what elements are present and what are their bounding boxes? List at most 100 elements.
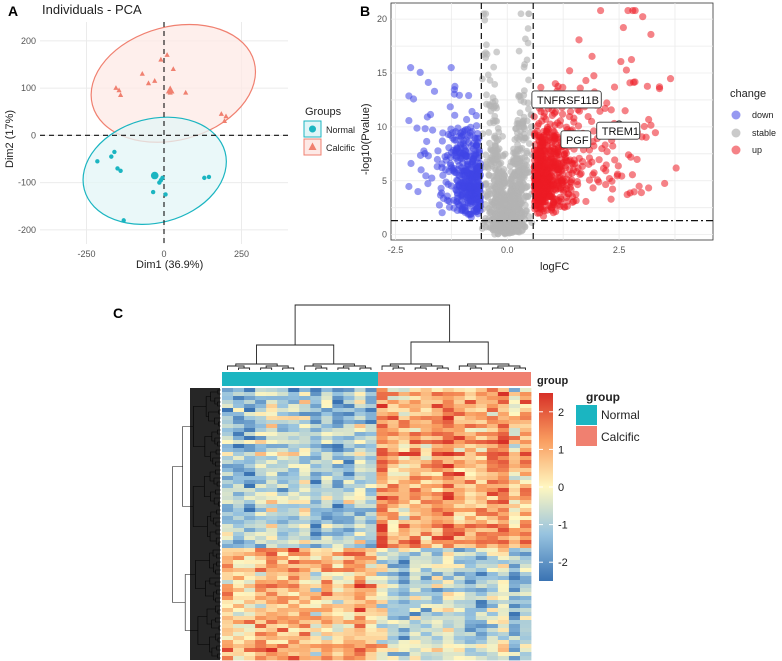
heatmap-cell <box>321 632 333 637</box>
heatmap-cell <box>321 500 333 505</box>
heatmap-cell <box>321 576 333 581</box>
heatmap-cell <box>288 420 300 425</box>
heatmap-cell <box>420 504 433 509</box>
volcano-point-down <box>469 154 477 163</box>
volcano-point-down <box>455 171 463 179</box>
heatmap-cell <box>255 476 267 481</box>
volcano-point-up <box>666 75 675 83</box>
heatmap-cell <box>321 416 333 421</box>
heatmap-cell <box>233 464 245 469</box>
volcano-point-up <box>542 169 550 177</box>
heatmap-cell <box>255 512 267 517</box>
heatmap-cell <box>310 576 322 581</box>
heatmap-cell <box>255 632 267 637</box>
heatmap-cell <box>365 612 377 617</box>
heatmap-cell <box>288 488 300 493</box>
heatmap-cell <box>442 476 455 481</box>
heatmap-cell <box>222 556 234 561</box>
heatmap-cell <box>431 544 444 549</box>
heatmap-cell <box>519 428 532 433</box>
heatmap-cell <box>409 528 422 533</box>
heatmap-cell <box>442 604 455 609</box>
heatmap-cell <box>255 472 267 477</box>
heatmap-cell <box>475 524 488 529</box>
heatmap-cell <box>497 476 510 481</box>
heatmap-cell <box>277 404 289 409</box>
heatmap-cell <box>365 576 377 581</box>
volcano-point-stable <box>495 128 503 136</box>
heatmap-cell <box>497 496 510 501</box>
heatmap-cell <box>255 452 267 457</box>
pca-title: Individuals - PCA <box>42 2 142 17</box>
heatmap-cell <box>354 544 366 549</box>
heatmap-cell <box>497 572 510 577</box>
heatmap-cell <box>420 648 433 653</box>
heatmap-cell <box>497 412 510 417</box>
heatmap-cell <box>486 652 499 657</box>
heatmap-cell <box>288 608 300 613</box>
heatmap-cell <box>365 620 377 625</box>
heatmap-cell <box>475 496 488 501</box>
heatmap-cell <box>453 652 466 657</box>
heatmap-cell <box>420 396 433 401</box>
heatmap-cell <box>277 432 289 437</box>
heatmap-cell <box>376 656 388 661</box>
heatmap-cell <box>233 656 245 661</box>
volcano-point-up <box>546 193 554 201</box>
heatmap-cell <box>222 564 234 569</box>
volcano-point-stable <box>520 87 528 95</box>
heatmap-cell <box>277 504 289 509</box>
heatmap-cell <box>431 592 444 597</box>
heatmap-cell <box>233 644 245 649</box>
volcano-point-stable <box>489 146 497 154</box>
heatmap-cell <box>453 388 466 393</box>
heatmap-cell <box>299 464 311 469</box>
heatmap-cell <box>233 632 245 637</box>
heatmap-cell <box>310 552 322 557</box>
heatmap-cell <box>332 528 344 533</box>
heatmap-cell <box>387 508 399 513</box>
heatmap-cell <box>475 432 488 437</box>
heatmap-cell <box>508 564 521 569</box>
heatmap-cell <box>343 444 355 449</box>
volcano-point-up <box>563 202 571 210</box>
heatmap-cell <box>420 456 433 461</box>
heatmap-cell <box>332 432 344 437</box>
heatmap-cell <box>255 564 267 569</box>
heatmap-cell <box>310 640 322 645</box>
heatmap-cell <box>365 460 377 465</box>
heatmap-cell <box>354 636 366 641</box>
heatmap-cell <box>508 572 521 577</box>
heatmap-cell <box>475 556 488 561</box>
heatmap-cell <box>277 472 289 477</box>
heatmap-cell <box>310 504 322 509</box>
heatmap-cell <box>420 464 433 469</box>
volcano-point-down <box>430 87 439 95</box>
heatmap-legend-calcific: Calcific <box>601 430 640 444</box>
heatmap-legend-title: group <box>586 390 620 404</box>
heatmap-cell <box>475 548 488 553</box>
heatmap-cell <box>508 448 521 453</box>
heatmap-cell <box>431 424 444 429</box>
pca-point-normal <box>95 159 100 164</box>
heatmap-cell <box>519 648 532 653</box>
heatmap-cell <box>310 648 322 653</box>
heatmap-cell <box>354 484 366 489</box>
volcano-point-up <box>585 176 594 184</box>
heatmap-cell <box>299 556 311 561</box>
heatmap-cell <box>431 484 444 489</box>
heatmap-cell <box>398 488 411 493</box>
pca-ellipse-normal <box>82 116 227 225</box>
heatmap-cell <box>332 492 344 497</box>
heatmap-cell <box>453 628 466 633</box>
volcano-point-up <box>533 171 541 179</box>
heatmap-cell <box>453 592 466 597</box>
heatmap-cell <box>365 556 377 561</box>
volcano-point-down <box>434 147 442 155</box>
heatmap-cell <box>277 568 289 573</box>
heatmap-cell <box>266 424 278 429</box>
heatmap-cell <box>277 644 289 649</box>
heatmap-cell <box>277 456 289 461</box>
heatmap-cell <box>398 596 411 601</box>
panel-c-letter: C <box>113 305 123 321</box>
